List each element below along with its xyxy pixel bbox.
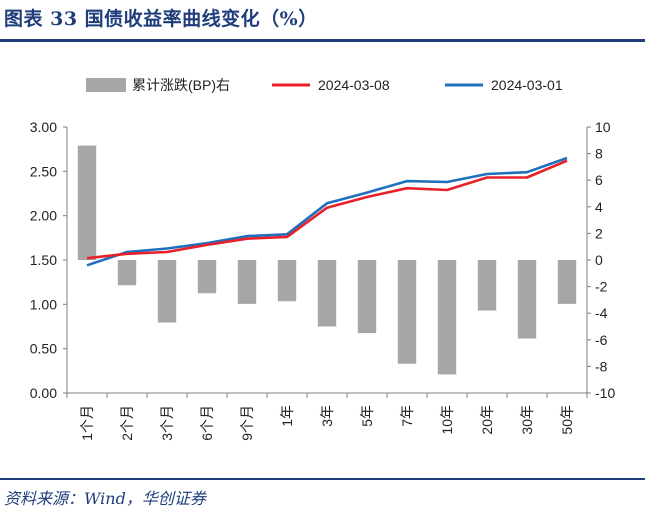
- right-tick-label: -8: [595, 358, 608, 374]
- x-tick-labels: 1个月 2个月 3个月 6个月 9个月 1年 3年 5年 7年 10年 20年 30年 50年: [79, 405, 575, 441]
- bar-7: [357, 260, 377, 334]
- bar-2: [157, 260, 177, 323]
- x-tick-label: 9个月: [239, 405, 255, 441]
- legend: 累计涨跌(BP)右 2024-03-08 2024-03-01: [86, 77, 563, 93]
- right-tick-label: 2: [595, 225, 603, 241]
- bar-4: [237, 260, 257, 304]
- x-tick-label: 5年: [359, 405, 375, 427]
- left-tick-label: 2.00: [30, 208, 57, 224]
- right-tick-label: 4: [595, 199, 603, 215]
- x-tick-label: 20年: [479, 405, 495, 435]
- right-tick-label: -4: [595, 305, 608, 321]
- axes: 0.00 0.50 1.00 1.50 2.00 2.50 3.00 -10 -8 -6 -4 -2 0…: [30, 119, 616, 401]
- bar-8: [397, 260, 417, 364]
- left-tick-label: 0.50: [30, 341, 57, 357]
- x-tick-label: 3年: [319, 405, 335, 427]
- figure-title: 图表 33 国债收益率曲线变化（%）: [4, 8, 318, 30]
- source-note: 资料来源：Wind，华创证券: [4, 489, 206, 508]
- line-2024-03-01: [86, 156, 568, 267]
- title-rule: [0, 39, 645, 42]
- bar-9: [437, 260, 457, 375]
- x-tick-label: 6个月: [199, 405, 215, 441]
- x-tick-label: 7年: [399, 405, 415, 427]
- x-tick-label: 1年: [279, 405, 295, 427]
- source-rule: [0, 478, 645, 480]
- x-tick-label: 10年: [439, 405, 455, 435]
- bar-11: [517, 260, 537, 339]
- right-tick-label: 8: [595, 146, 603, 162]
- left-tick-label: 3.00: [30, 119, 57, 135]
- legend-label: 累计涨跌(BP)右: [132, 77, 230, 93]
- bar-1: [117, 260, 137, 286]
- right-tick-label: 0: [595, 252, 603, 268]
- bar-12: [557, 260, 577, 304]
- right-tick-label: 6: [595, 172, 603, 188]
- line-series: [86, 156, 568, 267]
- line-2024-03-08: [86, 159, 568, 260]
- right-tick-label: 10: [595, 119, 611, 135]
- x-tick-label: 50年: [559, 405, 575, 435]
- bar-0: [77, 145, 97, 260]
- yield-curve-chart: 累计涨跌(BP)右 2024-03-08 2024-03-01 0.00 0.50 1.…: [30, 77, 616, 441]
- x-tick-label: 30年: [519, 405, 535, 435]
- bar-series: [77, 145, 577, 375]
- legend-swatch-bar: [86, 78, 126, 92]
- bar-10: [477, 260, 497, 311]
- x-tick-label: 2个月: [119, 405, 135, 441]
- bar-6: [317, 260, 337, 327]
- left-tick-label: 1.50: [30, 252, 57, 268]
- bar-3: [197, 260, 217, 294]
- right-tick-label: -10: [595, 385, 615, 401]
- left-tick-label: 0.00: [30, 385, 57, 401]
- chart-area: 累计涨跌(BP)右 2024-03-08 2024-03-01 0.00 0.50 1.…: [0, 44, 645, 474]
- right-tick-label: -6: [595, 332, 608, 348]
- legend-label: 2024-03-01: [491, 77, 563, 93]
- left-tick-label: 1.00: [30, 296, 57, 312]
- bar-5: [277, 260, 297, 302]
- right-tick-label: -2: [595, 279, 608, 295]
- left-tick-label: 2.50: [30, 163, 57, 179]
- x-tick-label: 1个月: [79, 405, 95, 441]
- title-bar: 图表 33 国债收益率曲线变化（%）: [0, 0, 645, 42]
- x-tick-label: 3个月: [159, 405, 175, 441]
- legend-label: 2024-03-08: [318, 77, 390, 93]
